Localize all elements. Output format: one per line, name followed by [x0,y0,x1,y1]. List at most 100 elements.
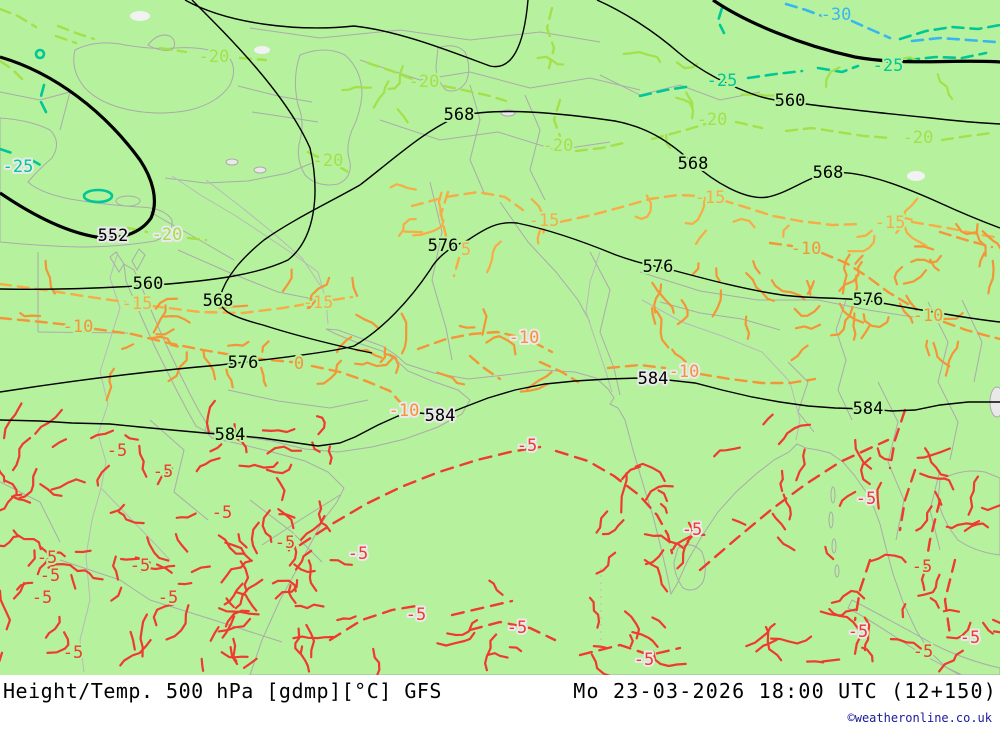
temp-squiggle [110,586,123,602]
temp-squiggle [847,234,876,253]
temp-squiggle [12,581,26,600]
temp-squiggle [861,646,874,663]
temp-squiggle [18,467,38,499]
temp-squiggle [893,265,904,286]
contour-label: 5 [461,240,471,260]
temp-squiggle-layer [0,51,1000,675]
map-title: Height/Temp. 500 hPa [gdmp][°C] GFS [3,679,442,703]
temp-squiggle [217,617,252,633]
contour-label: 584 [215,425,246,445]
contour-label: 552 [98,226,129,246]
temp-squiggle [281,268,293,293]
temp-squiggle [36,546,50,576]
temp-squiggle [336,615,357,622]
temp-squiggle [446,619,479,637]
temp-squiggle [327,445,333,465]
temp-squiggle [308,298,318,309]
mediterranean [0,117,173,248]
temp-squiggle [982,621,994,635]
copyright-link[interactable]: ©weatheronline.co.uk [847,711,993,725]
contour-label: -5 [406,605,426,625]
contour-label: -20 [409,72,440,92]
temp-squiggle [838,302,865,324]
nicobar-island [831,538,837,554]
temp-squiggle [980,504,1000,512]
temp-squiggle [915,505,933,532]
tigris-river [205,179,323,289]
contour-label: -5 [517,436,537,456]
temp-squiggle [398,218,417,237]
red-sea [123,263,208,432]
temp-squiggle [47,563,72,569]
temp-label-layer: -30 -25 -25 -25 -20 -20 -20 -20 -20 -20 -20 -15 -15 -… [1,3,983,672]
temp-squiggle [355,313,380,330]
contour-label: -5 [32,588,52,608]
height-560-contour [0,0,316,290]
temp-squiggle [592,645,608,649]
temp-squiggle [265,463,293,475]
temp-minus5-contours [298,408,957,657]
temp-squiggle [11,495,32,504]
temp-squiggle [3,479,18,497]
temp-squiggle [643,533,684,549]
height-contour-layer [0,0,1000,447]
temp-squiggle [655,310,670,349]
contour-label: 584 [638,369,669,389]
contour-label: -5 [153,462,173,482]
temp-squiggle [274,579,299,600]
temp-squiggle [70,573,77,590]
temp-squiggle [794,323,822,330]
temp-squiggle [944,340,960,377]
temp-squiggle [209,626,220,642]
temp-squiggle [715,267,721,283]
temp-squiggle [623,610,641,640]
temp-squiggle [27,549,36,567]
temp-squiggle [992,630,1000,634]
temp-squiggle [105,367,115,402]
temp-squiggle [233,423,248,454]
contour-label: 568 [444,105,475,125]
contour-label: -5 [63,643,83,663]
temp-squiggle [643,558,669,593]
temp-minus25-contours [0,6,1000,204]
temp-squiggle [825,66,841,88]
temp-squiggle [239,560,250,592]
contour-label: -25 [707,71,738,91]
temp-squiggle [305,623,316,659]
temp-squiggle [306,276,331,310]
temp-squiggle [651,616,667,629]
contour-label: -15 [122,294,153,314]
temp-squiggle [694,229,708,246]
temp-squiggle [830,305,854,337]
temp-squiggle [601,519,625,536]
temp-squiggle [795,448,806,482]
temp-squiggle [195,457,221,473]
temp-squiggle [278,513,296,519]
temp-squiggle [590,653,611,675]
temp-squiggle [481,308,488,336]
temp-squiggle [487,652,509,659]
height-576-contour [0,221,1000,393]
temp-squiggle [51,438,68,449]
temp-squiggle [90,429,115,440]
contour-label: 576 [853,290,884,310]
temp-squiggle [383,352,400,374]
temp-squiggle [220,651,249,659]
temp-squiggle [987,259,995,295]
temp-squiggle [351,276,359,297]
contour-label: -5 [212,503,232,523]
gulf-of-thailand [937,470,1000,556]
temp-squiggle [317,500,332,533]
temp-squiggle [745,622,776,648]
indus-river [585,251,613,393]
temp-squiggle [659,503,668,514]
lake-urmia [253,166,267,174]
contour-label: -25 [873,56,904,76]
temp-squiggle [148,335,179,348]
contour-label: -20 [199,47,230,67]
temp-squiggle [777,423,812,446]
temp-squiggle [934,490,943,506]
contour-label: -20 [903,128,934,148]
temp-squiggle [916,447,951,459]
